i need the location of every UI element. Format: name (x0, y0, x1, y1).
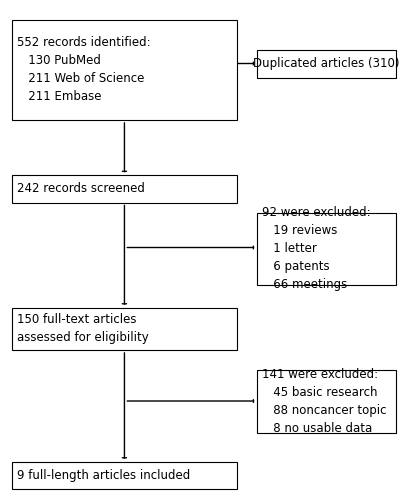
FancyBboxPatch shape (12, 20, 237, 120)
FancyBboxPatch shape (12, 308, 237, 350)
FancyBboxPatch shape (12, 462, 237, 489)
Text: 92 were excluded:
   19 reviews
   1 letter
   6 patents
   66 meetings: 92 were excluded: 19 reviews 1 letter 6 … (262, 206, 370, 291)
Text: 9 full-length articles included: 9 full-length articles included (17, 469, 191, 482)
Text: 150 full-text articles
assessed for eligibility: 150 full-text articles assessed for elig… (17, 313, 149, 344)
FancyBboxPatch shape (257, 50, 396, 78)
Text: Duplicated articles (310): Duplicated articles (310) (253, 58, 400, 70)
FancyBboxPatch shape (257, 212, 396, 285)
Text: 242 records screened: 242 records screened (17, 182, 145, 196)
Text: 141 were excluded:
   45 basic research
   88 noncancer topic
   8 no usable dat: 141 were excluded: 45 basic research 88 … (262, 368, 386, 434)
Text: 552 records identified:
   130 PubMed
   211 Web of Science
   211 Embase: 552 records identified: 130 PubMed 211 W… (17, 36, 151, 104)
FancyBboxPatch shape (12, 175, 237, 203)
FancyBboxPatch shape (257, 370, 396, 432)
